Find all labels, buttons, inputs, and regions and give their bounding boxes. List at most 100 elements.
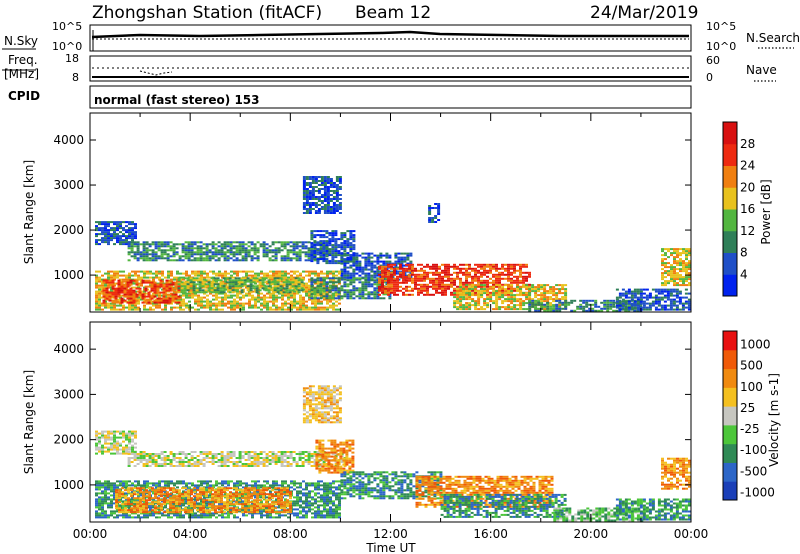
power-colorbar: 4 8 12 16 20 24 28 xyxy=(722,121,755,297)
data-region xyxy=(127,451,347,467)
power-ylabel: Slant Range [km] xyxy=(22,160,36,264)
colorbar-segment xyxy=(723,424,737,445)
colorbar-segment xyxy=(723,252,737,275)
y-tick-label: 2000 xyxy=(53,433,84,447)
data-region xyxy=(127,241,329,262)
velocity-y-ticks: 1000 2000 3000 4000 xyxy=(53,342,691,492)
y-tick-label: 3000 xyxy=(53,387,84,401)
x-tick-label: 04:00 xyxy=(173,527,208,541)
data-region xyxy=(95,221,137,246)
colorbar-segment xyxy=(723,187,737,210)
beam-label: Beam 12 xyxy=(355,3,431,23)
colorbar-tick-label: -100 xyxy=(740,443,767,457)
data-region xyxy=(661,457,691,490)
noise-panel xyxy=(89,24,692,52)
colorbar-segment xyxy=(723,443,737,463)
colorbar-segment xyxy=(723,349,737,370)
data-region xyxy=(661,248,691,287)
colorbar-segment xyxy=(723,122,737,145)
freq-right-tick-top: 60 xyxy=(706,54,720,67)
power-x-ticks xyxy=(89,113,692,312)
nave-label: Nave xyxy=(746,63,777,77)
x-tick-label: 00:00 xyxy=(73,527,108,541)
colorbar-tick-label: -1000 xyxy=(740,485,775,499)
colorbar-segment xyxy=(723,462,737,482)
x-tick-label: 00:00 xyxy=(674,527,709,541)
cpid-panel xyxy=(89,85,692,109)
colorbar-segment xyxy=(723,481,737,501)
colorbar-tick-label: 500 xyxy=(740,359,763,373)
colorbar-segment xyxy=(723,406,737,426)
freq-panel xyxy=(89,55,692,82)
colorbar-segment xyxy=(723,209,737,232)
colorbar-tick-label: -500 xyxy=(740,464,767,478)
data-region xyxy=(95,430,137,455)
colorbar-segment xyxy=(723,165,737,188)
colorbar-tick-label: 25 xyxy=(740,401,755,415)
colorbar-tick-label: 100 xyxy=(740,380,763,394)
freq-left-tick-bottom: 8 xyxy=(72,71,79,84)
x-tick-label: 12:00 xyxy=(373,527,408,541)
noise-search-label: N.Search xyxy=(746,31,800,45)
colorbar-segment xyxy=(723,274,737,297)
y-tick-label: 1000 xyxy=(53,478,84,492)
x-axis-label: Time UT xyxy=(365,541,416,554)
colorbar-tick-label: 1000 xyxy=(740,338,771,352)
freq-right-tick-bottom: 0 xyxy=(706,71,713,84)
plot-title: Zhongshan Station (fitACF) xyxy=(92,3,322,23)
colorbar-tick-label: 16 xyxy=(740,202,755,216)
noise-sky-trace xyxy=(91,30,689,39)
x-tick-label: 16:00 xyxy=(473,527,508,541)
cpid-value: normal (fast stereo) 153 xyxy=(94,93,260,107)
data-region xyxy=(428,203,441,223)
colorbar-tick-label: 12 xyxy=(740,224,755,238)
colorbar-tick-label: -25 xyxy=(740,422,760,436)
noise-right-tick-top: 10^5 xyxy=(706,20,736,33)
colorbar-segment xyxy=(723,387,737,407)
x-tick-label: 08:00 xyxy=(273,527,308,541)
noise-sky-label: N.Sky xyxy=(4,34,38,48)
velocity-colorbar-label: Velocity [m s-1] xyxy=(767,373,781,467)
data-region xyxy=(315,439,355,474)
data-region xyxy=(310,230,356,265)
freq-left-tick-top: 18 xyxy=(65,52,79,65)
y-tick-label: 1000 xyxy=(53,268,84,282)
y-tick-label: 3000 xyxy=(53,178,84,192)
colorbar-frame xyxy=(722,330,738,501)
colorbar-frame xyxy=(722,121,738,297)
y-tick-label: 4000 xyxy=(53,342,84,356)
noise-left-tick-top: 10^5 xyxy=(52,20,82,33)
noise-right-tick-bottom: 10^0 xyxy=(706,40,736,53)
y-tick-label: 2000 xyxy=(53,223,84,237)
velocity-ylabel: Slant Range [km] xyxy=(22,370,36,474)
colorbar-tick-label: 28 xyxy=(740,137,755,151)
data-region xyxy=(615,498,691,521)
date-label: 24/Mar/2019 xyxy=(590,3,698,23)
colorbar-tick-label: 8 xyxy=(740,246,748,260)
velocity-data xyxy=(95,385,691,522)
power-colorbar-label: Power [dB] xyxy=(759,179,773,244)
colorbar-segment xyxy=(723,143,737,166)
colorbar-segment xyxy=(723,368,737,388)
colorbar-segment xyxy=(723,331,737,351)
colorbar-tick-label: 4 xyxy=(740,267,748,281)
data-region xyxy=(177,277,304,294)
velocity-colorbar: 1000 500 100 25 -25 -100 -500 -1000 xyxy=(722,330,775,501)
data-region xyxy=(302,385,342,424)
data-region xyxy=(440,493,567,518)
colorbar-tick-label: 20 xyxy=(740,180,755,194)
power-data xyxy=(95,176,691,312)
cpid-label: CPID xyxy=(8,89,40,103)
data-region xyxy=(102,279,181,304)
colorbar-segment xyxy=(723,230,737,253)
nave-dip xyxy=(139,70,173,76)
y-tick-label: 4000 xyxy=(53,133,84,147)
data-region xyxy=(615,288,691,311)
freq-label-bottom: [MHz] xyxy=(4,67,39,81)
x-tick-label: 20:00 xyxy=(574,527,609,541)
noise-left-tick-bottom: 10^0 xyxy=(52,40,82,53)
data-region xyxy=(302,176,342,214)
data-region xyxy=(115,487,292,514)
velocity-x-ticks xyxy=(89,322,692,522)
